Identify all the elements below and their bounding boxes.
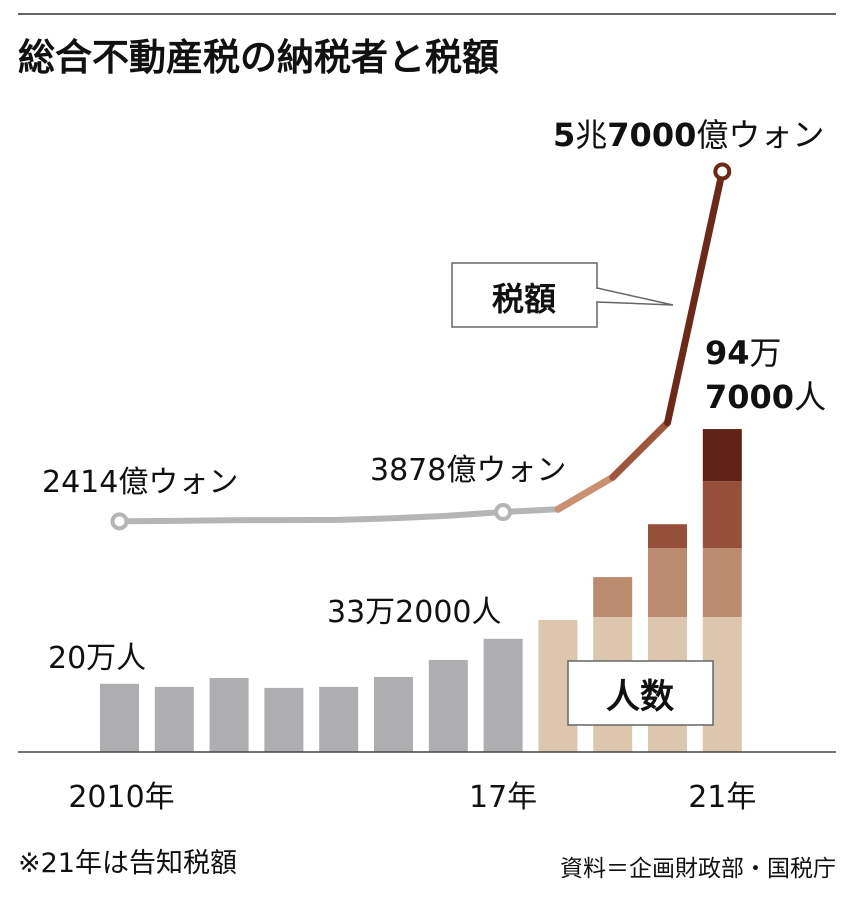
x-tick-2017: 17年 (469, 780, 537, 815)
line-group (110, 162, 732, 531)
bar-2020-seg2 (648, 524, 687, 549)
tax-marker-2017 (494, 503, 513, 521)
bar-2010-seg0 (100, 683, 139, 752)
bar-2019-seg1 (593, 577, 633, 617)
bar-2020-seg1 (648, 548, 687, 617)
bar-2013-seg0 (264, 687, 304, 752)
bar-2012-seg0 (209, 678, 249, 752)
label-tax-2017: 3878億ウォン (370, 453, 566, 488)
legend-tax: 税額 (451, 262, 674, 328)
bar-2015-seg0 (374, 676, 413, 752)
source-credit: 資料＝企画財政部・国税庁 (560, 856, 836, 882)
chart-title: 総合不動産税の納税者と税額 (18, 36, 499, 79)
bar-2016-seg0 (428, 659, 468, 752)
label-people-2021-line1: 94万 (705, 334, 782, 372)
x-tick-2010: 2010年 (68, 780, 174, 815)
legend-people: 人数 (567, 660, 714, 726)
legend-tax-label: 税額 (492, 280, 556, 318)
footnote: ※21年は告知税額 (18, 848, 237, 879)
bar-2011-seg0 (154, 686, 194, 752)
bars-group (100, 429, 742, 752)
label-people-2017: 33万2000人 (327, 595, 502, 630)
bar-2021-seg2 (702, 481, 742, 549)
legend-people-label: 人数 (606, 677, 674, 717)
tax-line-gray (119, 506, 559, 525)
bar-2021-seg3 (702, 429, 742, 482)
tax-line-segment-2019 (554, 473, 617, 513)
tax-marker-2010 (110, 512, 129, 531)
label-people-2010: 20万人 (48, 641, 146, 676)
bar-2014-seg0 (319, 686, 359, 752)
label-tax-2010: 2414億ウォン (42, 465, 238, 500)
tax-line-segment-2020 (609, 419, 671, 481)
bar-2017-seg0 (483, 638, 523, 752)
tax-marker-2021 (713, 162, 732, 181)
tax-line-segment-2021 (664, 167, 726, 427)
label-people-2021-line2: 7000人 (705, 378, 826, 416)
label-tax-2021: 5兆7000億ウォン (553, 116, 824, 154)
bar-2021-seg1 (702, 548, 742, 617)
x-tick-2021: 21年 (688, 780, 756, 815)
